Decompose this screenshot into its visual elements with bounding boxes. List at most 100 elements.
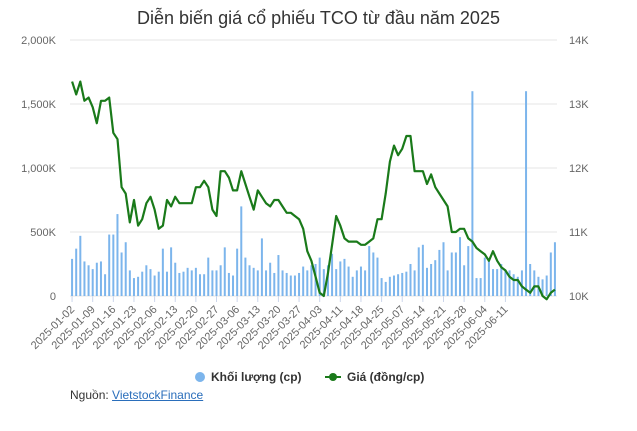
volume-bar[interactable] xyxy=(471,91,474,296)
volume-bar[interactable] xyxy=(364,270,367,296)
volume-bar[interactable] xyxy=(157,271,160,296)
volume-bar[interactable] xyxy=(500,264,503,296)
volume-bar[interactable] xyxy=(244,257,247,296)
volume-bar[interactable] xyxy=(492,269,495,296)
volume-bar[interactable] xyxy=(215,270,218,296)
volume-bar[interactable] xyxy=(186,267,189,296)
volume-bar[interactable] xyxy=(487,260,490,296)
volume-bar[interactable] xyxy=(388,276,391,296)
volume-bar[interactable] xyxy=(512,274,515,296)
volume-bar[interactable] xyxy=(343,258,346,296)
volume-bar[interactable] xyxy=(199,274,202,296)
volume-bar[interactable] xyxy=(421,244,424,296)
volume-bar[interactable] xyxy=(450,252,453,296)
volume-bar[interactable] xyxy=(108,234,111,296)
volume-bar[interactable] xyxy=(446,270,449,296)
volume-bar[interactable] xyxy=(273,272,276,296)
volume-bar[interactable] xyxy=(306,270,309,296)
volume-bar[interactable] xyxy=(190,270,193,296)
volume-bar[interactable] xyxy=(467,246,470,296)
volume-bar[interactable] xyxy=(120,252,123,296)
volume-bar[interactable] xyxy=(310,265,313,296)
volume-bar[interactable] xyxy=(207,257,210,296)
volume-bar[interactable] xyxy=(116,214,119,296)
volume-bar[interactable] xyxy=(302,266,305,296)
volume-bar[interactable] xyxy=(137,276,140,296)
volume-bar[interactable] xyxy=(236,248,239,296)
volume-bar[interactable] xyxy=(425,267,428,296)
volume-bar[interactable] xyxy=(79,235,82,296)
volume-bar[interactable] xyxy=(232,275,235,296)
legend-item-volume[interactable]: Khối lượng (cp) xyxy=(195,370,302,384)
volume-bar[interactable] xyxy=(520,270,523,296)
volume-bar[interactable] xyxy=(165,271,168,296)
volume-bar[interactable] xyxy=(322,269,325,296)
volume-bar[interactable] xyxy=(516,276,519,296)
volume-bar[interactable] xyxy=(71,258,74,296)
volume-bar[interactable] xyxy=(265,270,268,296)
volume-bar[interactable] xyxy=(285,272,288,296)
price-line[interactable] xyxy=(71,80,556,301)
volume-bar[interactable] xyxy=(174,262,177,296)
volume-bar[interactable] xyxy=(384,281,387,296)
volume-bar[interactable] xyxy=(459,237,462,296)
volume-bar[interactable] xyxy=(252,267,255,296)
volume-bar[interactable] xyxy=(351,276,354,296)
volume-bar[interactable] xyxy=(405,271,408,296)
volume-bar[interactable] xyxy=(203,274,206,296)
volume-bar[interactable] xyxy=(141,271,144,296)
volume-bar[interactable] xyxy=(380,278,383,296)
volume-bar[interactable] xyxy=(541,279,544,296)
volume-bar[interactable] xyxy=(372,252,375,296)
volume-bar[interactable] xyxy=(240,206,243,296)
volume-bar[interactable] xyxy=(347,266,350,296)
legend-item-price[interactable]: Giá (đồng/cp) xyxy=(325,370,424,384)
volume-bar[interactable] xyxy=(392,275,395,296)
volume-bar[interactable] xyxy=(281,270,284,296)
volume-bar[interactable] xyxy=(483,257,486,296)
volume-bar[interactable] xyxy=(104,274,107,296)
volume-bar[interactable] xyxy=(463,265,466,296)
source-link[interactable]: VietstockFinance xyxy=(112,388,204,402)
volume-bar[interactable] xyxy=(256,270,259,296)
volume-bar[interactable] xyxy=(227,272,230,296)
volume-bar[interactable] xyxy=(454,252,457,296)
volume-bar[interactable] xyxy=(529,264,532,296)
volume-bar[interactable] xyxy=(326,265,329,296)
volume-bar[interactable] xyxy=(434,260,437,296)
volume-bar[interactable] xyxy=(298,272,301,296)
volume-bar[interactable] xyxy=(504,270,507,296)
volume-bar[interactable] xyxy=(223,247,226,296)
volume-bar[interactable] xyxy=(376,257,379,296)
volume-bar[interactable] xyxy=(417,247,420,296)
volume-bar[interactable] xyxy=(211,270,214,296)
volume-bar[interactable] xyxy=(545,275,548,296)
volume-bar[interactable] xyxy=(132,278,135,296)
volume-bar[interactable] xyxy=(339,261,342,296)
volume-bar[interactable] xyxy=(479,278,482,296)
volume-bar[interactable] xyxy=(553,242,556,296)
volume-bar[interactable] xyxy=(397,274,400,296)
volume-bar[interactable] xyxy=(331,253,334,296)
volume-bar[interactable] xyxy=(549,252,552,296)
volume-bar[interactable] xyxy=(75,248,78,296)
volume-bar[interactable] xyxy=(153,275,156,296)
volume-bar[interactable] xyxy=(178,272,181,296)
volume-bar[interactable] xyxy=(145,265,148,296)
volume-bar[interactable] xyxy=(438,249,441,296)
volume-bar[interactable] xyxy=(368,246,371,296)
volume-bar[interactable] xyxy=(525,91,528,296)
volume-bar[interactable] xyxy=(83,261,86,296)
volume-bar[interactable] xyxy=(248,265,251,296)
volume-bar[interactable] xyxy=(170,247,173,296)
volume-bar[interactable] xyxy=(508,270,511,296)
volume-bar[interactable] xyxy=(149,269,152,296)
volume-bar[interactable] xyxy=(194,267,197,296)
volume-bar[interactable] xyxy=(128,270,131,296)
volume-bar[interactable] xyxy=(219,265,222,296)
volume-bar[interactable] xyxy=(475,278,478,296)
volume-bar[interactable] xyxy=(289,275,292,296)
volume-bar[interactable] xyxy=(442,242,445,296)
volume-bar[interactable] xyxy=(401,272,404,296)
volume-bar[interactable] xyxy=(277,255,280,296)
